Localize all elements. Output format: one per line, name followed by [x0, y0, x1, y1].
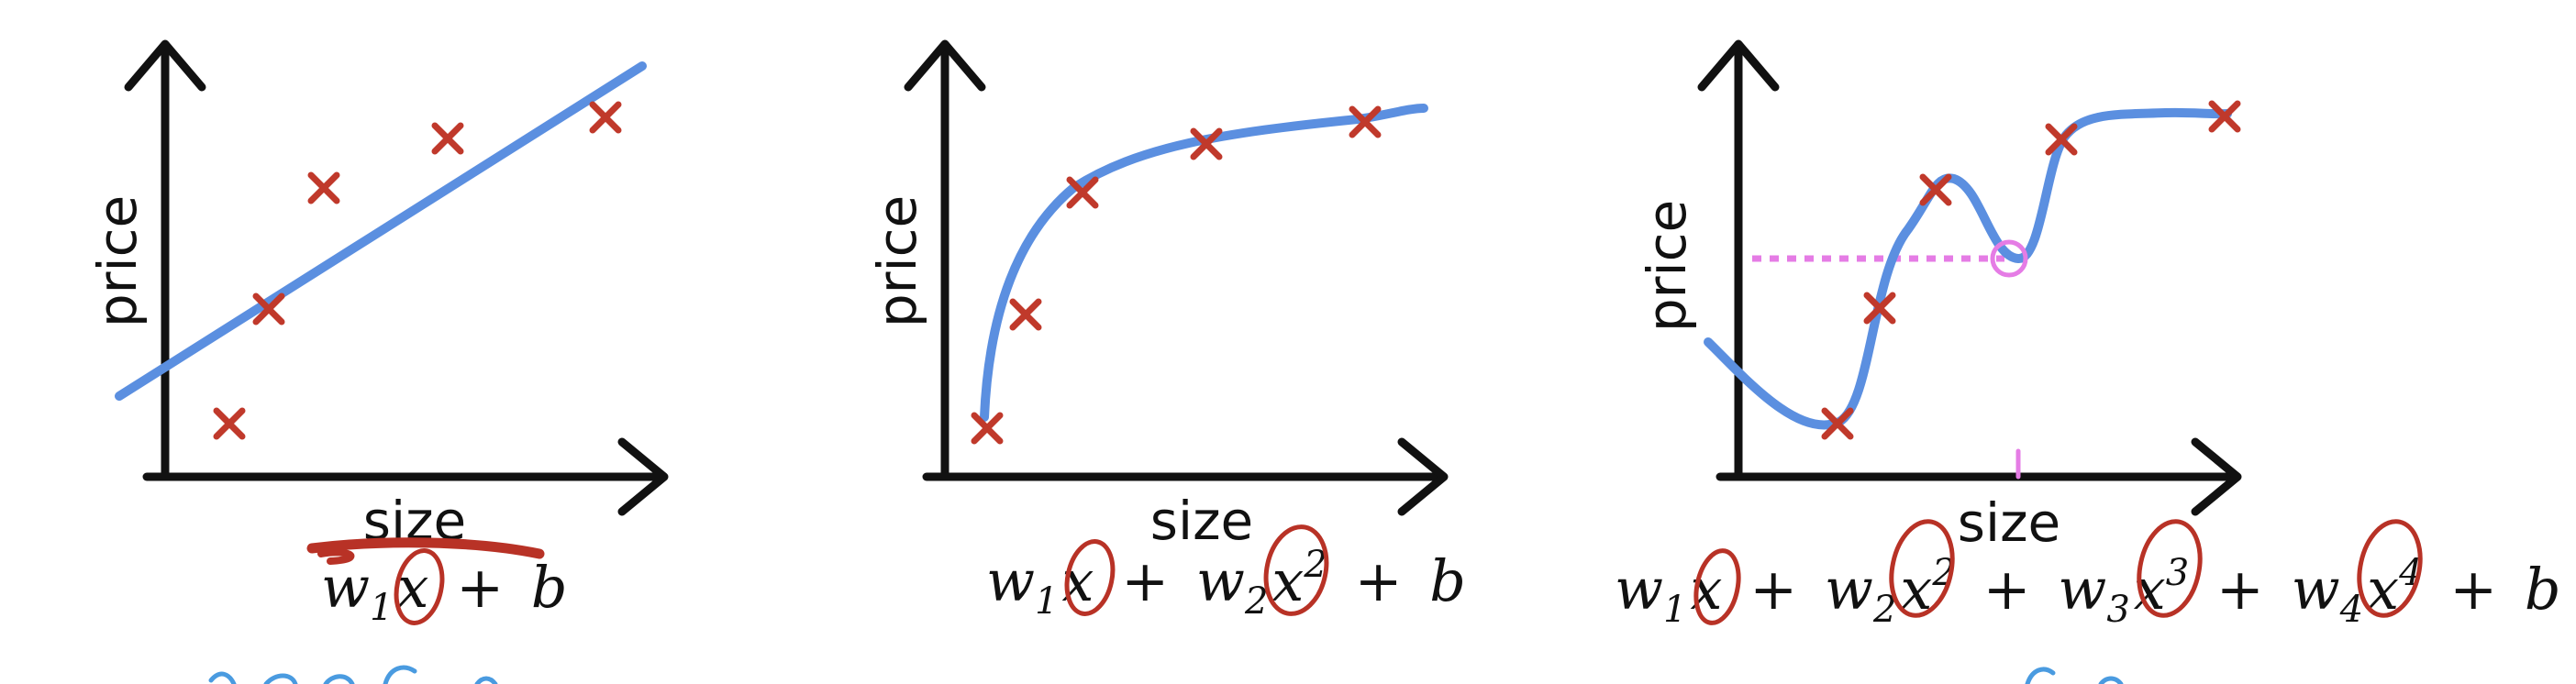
hand-drawn-circle	[1693, 548, 1741, 625]
cross-mark-icon	[213, 407, 246, 440]
y-axis	[124, 39, 206, 481]
formula-quadratic: w1x + w2x2 + b	[986, 524, 1466, 623]
data-points	[1821, 100, 2241, 440]
hand-drawn-circle	[2137, 519, 2203, 618]
hand-drawn-circle	[394, 548, 445, 625]
cross-mark-icon	[589, 101, 622, 134]
data-points	[213, 101, 622, 440]
hand-drawn-circle	[1889, 519, 1955, 618]
data-points	[971, 105, 1382, 445]
hand-drawn-circle	[1263, 524, 1329, 616]
fit-line	[115, 61, 647, 401]
fit-curve	[1704, 107, 2232, 430]
x-axis-label: size	[1150, 490, 1253, 552]
panel-quartic: price size w1x + w2x2 + w3x3 + w4x4 + b	[1615, 39, 2561, 631]
cross-mark-icon	[1349, 105, 1382, 138]
x-axis	[922, 437, 1449, 516]
hand-drawn-circle	[1064, 539, 1116, 616]
y-axis-label: price	[866, 195, 928, 327]
cross-mark-icon	[1009, 298, 1042, 331]
y-axis	[1697, 39, 1780, 481]
panel-quadratic: price size w1x + w2x2 + b	[866, 39, 1466, 623]
strike-annotation	[306, 537, 545, 559]
cross-mark-icon	[431, 122, 464, 155]
cross-mark-icon	[971, 412, 1004, 445]
cross-mark-icon	[1066, 176, 1099, 209]
x-axis	[142, 437, 669, 516]
y-axis-label: price	[86, 195, 149, 327]
highlight-circle	[1990, 239, 2028, 278]
formula-linear: w1x + b	[321, 554, 568, 629]
cross-mark-icon	[1863, 292, 1896, 325]
cross-mark-icon	[1821, 407, 1854, 440]
cross-mark-icon	[2045, 123, 2078, 156]
y-axis-label: price	[1636, 200, 1698, 332]
x-axis	[1715, 437, 2242, 516]
cross-mark-icon	[2208, 100, 2241, 133]
cross-mark-icon	[252, 292, 285, 325]
cross-mark-icon	[1919, 173, 1952, 206]
cross-mark-icon	[1190, 127, 1223, 160]
y-axis	[904, 39, 986, 481]
bottom-handwriting-fragments	[208, 665, 2124, 684]
x-axis-label: size	[1958, 491, 2060, 554]
fit-curve	[980, 104, 1428, 422]
cross-mark-icon	[307, 171, 340, 204]
formula-quartic: w1x + w2x2 + w3x3 + w4x4 + b	[1615, 532, 2561, 631]
hand-drawn-circle	[2357, 519, 2423, 618]
panel-linear: price size w1x + b	[86, 39, 669, 629]
